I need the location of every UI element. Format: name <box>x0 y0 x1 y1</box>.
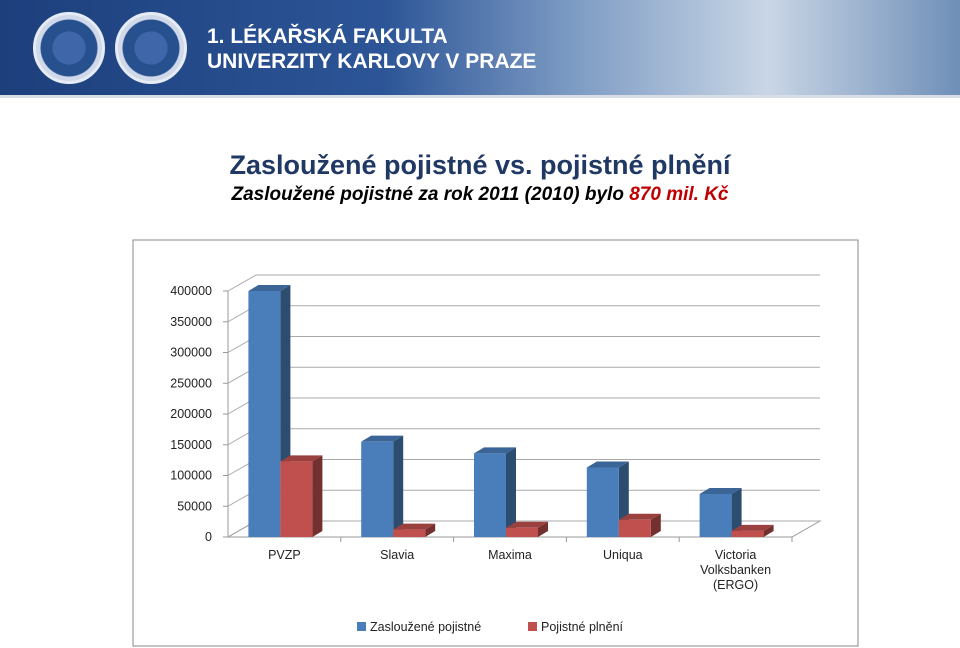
bar-front <box>248 291 281 537</box>
bar-front <box>586 467 619 537</box>
bar-top <box>361 435 404 442</box>
bar-front <box>731 530 764 537</box>
y-tick-label: 50000 <box>177 499 212 513</box>
bar-top <box>474 447 516 454</box>
bar <box>618 513 661 537</box>
bar-top <box>699 487 742 494</box>
x-tick-label: Victoria Volksbanken (ERGO) <box>700 548 771 592</box>
bar <box>699 487 742 537</box>
y-tick-label: 0 <box>205 530 212 544</box>
bar-front <box>361 441 394 537</box>
bar-top <box>618 513 661 520</box>
bar-side <box>538 521 548 537</box>
logo <box>115 12 187 84</box>
y-tick-label: 150000 <box>170 438 212 452</box>
x-tick-label: Maxima <box>488 548 532 562</box>
subtitle-highlight: 870 mil. Kč <box>629 184 729 205</box>
bar-top <box>731 524 774 531</box>
legend-label: Zasloužené pojistné <box>370 620 481 634</box>
subtitle-text: Zasloužené pojistné za rok 2011 (2010) b… <box>231 184 624 205</box>
banner: 1. LÉKAŘSKÁ FAKULTA UNIVERZITY KARLOVY V… <box>0 0 960 98</box>
bar-side <box>393 435 404 537</box>
y-tick-label: 250000 <box>170 376 212 390</box>
bar <box>506 521 548 537</box>
bar-front <box>699 493 732 537</box>
bar-front <box>506 527 538 537</box>
y-tick-label: 400000 <box>170 284 212 298</box>
header-line: UNIVERZITY KARLOVY V PRAZE <box>207 50 537 73</box>
bar-side <box>506 447 516 537</box>
bar-top <box>280 455 323 462</box>
bar-side <box>312 455 323 537</box>
y-tick-label: 300000 <box>170 346 212 360</box>
bar-front <box>280 461 313 537</box>
bar-front <box>618 519 651 537</box>
y-tick-label: 200000 <box>170 407 212 421</box>
header-line: 1. LÉKAŘSKÁ FAKULTA <box>207 25 448 48</box>
bar <box>393 523 436 537</box>
bar <box>280 455 323 537</box>
slide-title: Zasloužené pojistné vs. pojistné plnění <box>229 150 731 180</box>
bar-top <box>393 523 436 530</box>
bar <box>731 524 774 537</box>
bar <box>474 447 516 537</box>
bar-side <box>650 513 661 537</box>
bar-top <box>248 285 291 291</box>
bar <box>361 435 404 537</box>
bar-front <box>474 453 506 537</box>
bar-front <box>393 529 426 537</box>
bar-top <box>506 521 548 528</box>
legend-label: Pojistné plnění <box>541 620 624 634</box>
bar-top <box>586 461 629 468</box>
y-tick-label: 350000 <box>170 315 212 329</box>
bar-side <box>425 523 436 537</box>
bar-side <box>731 487 742 537</box>
logo <box>33 12 105 84</box>
legend-swatch <box>357 622 366 631</box>
slide-subtitle: Zasloužené pojistné za rok 2011 (2010) b… <box>0 184 960 206</box>
x-tick-label: PVZP <box>268 548 301 562</box>
grid-line <box>227 274 820 292</box>
y-tick-label: 100000 <box>170 469 212 483</box>
legend-swatch <box>528 622 537 631</box>
bar-side <box>763 524 774 537</box>
x-tick-label: Slavia <box>380 548 414 562</box>
x-tick-label: Uniqua <box>603 548 643 562</box>
